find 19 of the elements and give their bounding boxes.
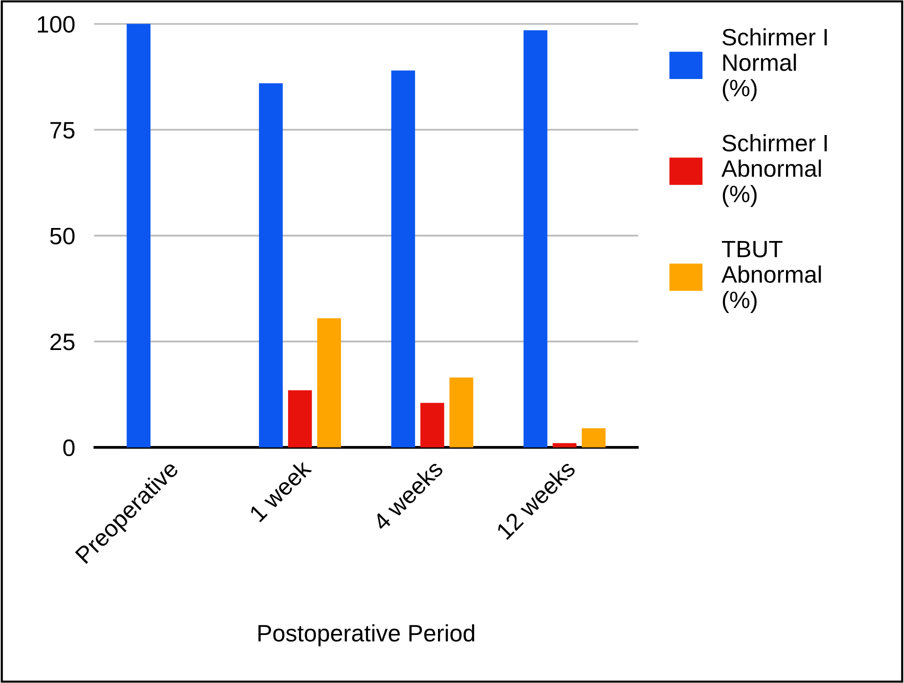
legend-label: Schirmer I Abnormal (%) bbox=[721, 134, 827, 208]
y-tick-label: 50 bbox=[50, 228, 75, 244]
bar bbox=[582, 428, 606, 448]
bar bbox=[552, 443, 576, 448]
bar bbox=[126, 24, 150, 448]
bar bbox=[449, 377, 474, 448]
bar bbox=[317, 318, 341, 448]
y-tick-label: 0 bbox=[63, 439, 75, 456]
bar bbox=[391, 70, 416, 448]
y-tick-label: 100 bbox=[38, 16, 75, 33]
bar bbox=[258, 83, 283, 448]
legend-label: TBUT Abnormal (%) bbox=[721, 240, 821, 313]
x-axis-title: Postoperative Period bbox=[258, 624, 474, 646]
bar bbox=[524, 30, 548, 448]
y-tick-label: 75 bbox=[50, 122, 74, 139]
bar bbox=[288, 390, 312, 448]
y-tick-label: 25 bbox=[50, 334, 74, 350]
legend-label: Schirmer I Normal (%) bbox=[722, 28, 827, 102]
bar bbox=[420, 402, 444, 448]
